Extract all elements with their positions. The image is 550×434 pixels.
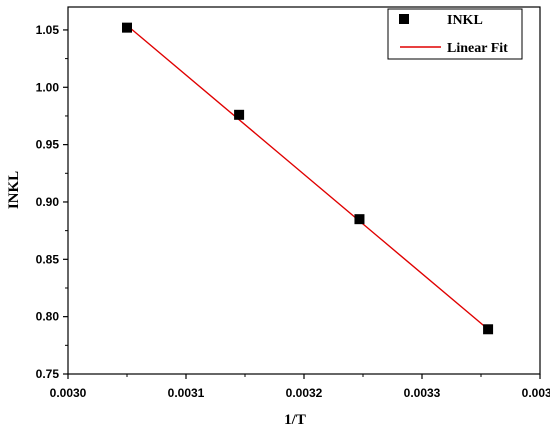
x-tick-label: 0.0034 [522,386,550,400]
x-tick-label: 0.0033 [404,386,441,400]
x-tick-label: 0.0030 [50,386,87,400]
linear-fit-line [126,24,489,330]
y-axis-ticks: 0.75 0.80 0.85 0.90 0.95 1.00 1.05 [36,23,68,381]
legend-label-inkl: INKL [447,13,483,28]
data-point [483,324,494,335]
y-tick-label: 0.80 [36,310,60,324]
y-tick-label: 0.75 [36,367,60,381]
series-layer [122,22,494,335]
y-axis-title: INKL [6,171,22,209]
legend-label-linear-fit: Linear Fit [447,41,508,56]
legend-box [387,8,523,60]
data-point [354,214,365,225]
x-tick-label: 0.0032 [286,386,323,400]
y-tick-label: 0.95 [36,138,60,152]
y-tick-label: 1.00 [36,80,60,94]
data-point [234,109,245,120]
legend: INKL Linear Fit [387,8,523,60]
x-axis-title: 1/T [284,412,306,428]
plot-frame [67,6,541,375]
x-axis-ticks: 0.0030 0.0031 0.0032 0.0033 0.0034 [50,374,550,400]
y-tick-label: 0.85 [36,252,60,266]
data-point [122,22,132,33]
x-tick-label: 0.0031 [168,386,205,400]
legend-marker-inkl [399,14,409,24]
y-tick-label: 1.05 [36,23,60,37]
y-tick-label: 0.90 [36,195,60,209]
